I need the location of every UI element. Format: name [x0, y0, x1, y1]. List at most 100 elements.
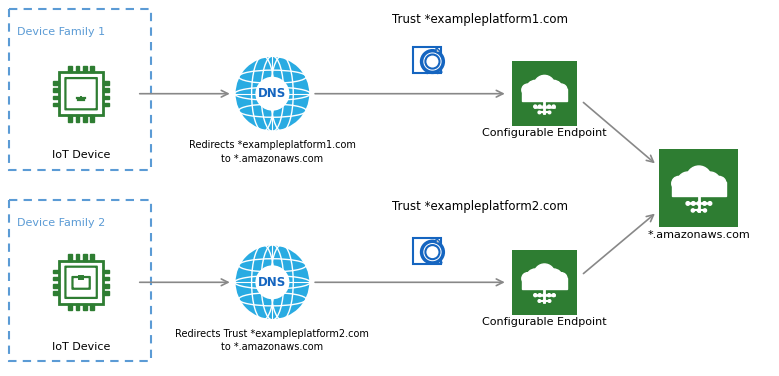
Circle shape [534, 75, 555, 96]
Circle shape [555, 84, 567, 96]
Bar [90, 115, 93, 121]
Bar [76, 115, 79, 121]
Circle shape [256, 77, 290, 111]
Bar [53, 291, 59, 295]
Bar [671, 182, 726, 196]
Bar [69, 255, 72, 261]
Text: DNS: DNS [259, 276, 287, 289]
Bar [90, 304, 93, 310]
Circle shape [548, 111, 551, 114]
Circle shape [543, 294, 546, 297]
Bar [103, 277, 109, 280]
Circle shape [522, 84, 534, 96]
FancyBboxPatch shape [413, 238, 441, 264]
Circle shape [527, 269, 544, 287]
Circle shape [548, 294, 551, 297]
Circle shape [425, 55, 439, 68]
Circle shape [538, 294, 541, 297]
Bar [53, 277, 59, 280]
Circle shape [700, 172, 721, 193]
Circle shape [534, 264, 555, 285]
FancyBboxPatch shape [660, 149, 738, 227]
Bar [83, 66, 86, 72]
Text: *.amazonaws.com: *.amazonaws.com [647, 230, 750, 240]
Bar [53, 88, 59, 92]
Circle shape [552, 294, 555, 297]
Circle shape [692, 202, 695, 205]
Text: Redirects Trust *exampleplatform2.com
to *.amazonaws.com: Redirects Trust *exampleplatform2.com to… [175, 329, 369, 352]
Circle shape [421, 241, 443, 263]
Bar [76, 304, 79, 310]
Circle shape [708, 202, 712, 205]
Bar [103, 284, 109, 288]
Circle shape [534, 294, 537, 297]
FancyBboxPatch shape [512, 61, 577, 126]
Bar [53, 284, 59, 288]
Text: Trust *exampleplatform2.com: Trust *exampleplatform2.com [392, 200, 568, 213]
Bar [53, 103, 59, 106]
Bar [90, 66, 93, 72]
Bar [522, 89, 567, 101]
Circle shape [522, 273, 534, 284]
Circle shape [555, 273, 567, 284]
Circle shape [538, 300, 541, 302]
Bar [83, 115, 86, 121]
Text: Redirects *exampleplatform1.com
to *.amazonaws.com: Redirects *exampleplatform1.com to *.ama… [189, 140, 356, 164]
Circle shape [527, 80, 544, 98]
Bar [103, 291, 109, 295]
Circle shape [671, 176, 686, 190]
Circle shape [421, 51, 443, 73]
Bar [103, 88, 109, 92]
Circle shape [697, 209, 700, 212]
Circle shape [678, 172, 698, 193]
Circle shape [548, 300, 551, 302]
Polygon shape [436, 47, 441, 53]
Circle shape [543, 300, 546, 302]
Circle shape [691, 209, 694, 212]
Circle shape [545, 80, 562, 98]
Circle shape [703, 202, 707, 205]
Bar [83, 304, 86, 310]
Bar [69, 304, 72, 310]
Circle shape [545, 269, 562, 287]
Circle shape [552, 105, 555, 108]
Text: Configurable Endpoint: Configurable Endpoint [482, 129, 607, 138]
Circle shape [538, 111, 541, 114]
Text: Trust *exampleplatform1.com: Trust *exampleplatform1.com [392, 13, 568, 26]
FancyBboxPatch shape [413, 47, 441, 73]
Circle shape [256, 265, 290, 299]
Bar [76, 66, 79, 72]
Text: IoT Device: IoT Device [52, 342, 111, 352]
Bar [79, 276, 83, 279]
Bar [103, 81, 109, 85]
Bar [83, 255, 86, 261]
Circle shape [703, 209, 707, 212]
Circle shape [234, 244, 310, 320]
Text: Device Family 1: Device Family 1 [17, 27, 105, 37]
Bar [53, 270, 59, 273]
Bar [103, 270, 109, 273]
Circle shape [686, 166, 711, 191]
Circle shape [538, 105, 541, 108]
Circle shape [425, 245, 439, 259]
Bar [103, 96, 109, 99]
Circle shape [548, 105, 551, 108]
Text: IoT Device: IoT Device [52, 150, 111, 160]
Circle shape [534, 105, 537, 108]
Bar [69, 66, 72, 72]
Text: DNS: DNS [259, 87, 287, 100]
Bar [76, 255, 79, 261]
Circle shape [234, 56, 310, 132]
Circle shape [697, 202, 700, 205]
Polygon shape [436, 238, 441, 243]
Circle shape [712, 176, 726, 190]
Bar [522, 277, 567, 289]
Bar [103, 103, 109, 106]
Text: Device Family 2: Device Family 2 [17, 218, 106, 228]
Circle shape [543, 111, 546, 114]
Text: Configurable Endpoint: Configurable Endpoint [482, 317, 607, 327]
Bar [90, 255, 93, 261]
Circle shape [686, 202, 689, 205]
Bar [53, 96, 59, 99]
Bar [69, 115, 72, 121]
